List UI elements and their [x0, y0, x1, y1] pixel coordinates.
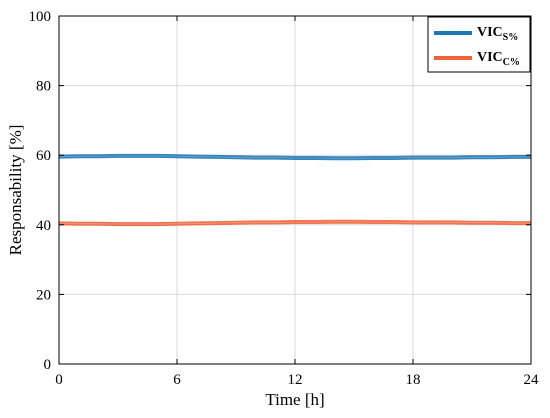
legend-entry-vic-c: VICC% — [477, 50, 520, 68]
series-line-1 — [58, 219, 531, 227]
y-tick-label: 0 — [44, 357, 52, 373]
y-axis-label: Responsability [%] — [6, 125, 25, 256]
x-tick-label: 24 — [524, 372, 540, 388]
y-tick-label: 80 — [36, 79, 51, 95]
x-tick-label: 0 — [55, 372, 63, 388]
series-line-highlight-0 — [58, 155, 531, 159]
x-tick-label: 18 — [406, 372, 421, 388]
x-tick-label: 6 — [173, 372, 181, 388]
y-tick-label: 100 — [29, 9, 52, 25]
y-tick-label: 60 — [36, 148, 51, 164]
x-axis-label: Time [h] — [265, 390, 324, 409]
x-tick-label: 12 — [288, 372, 303, 388]
ticks: 0 6 12 18 24 0 20 40 60 80 100 — [29, 9, 540, 388]
legend-entry-vic-s: VICS% — [477, 25, 518, 43]
series-line-0 — [58, 153, 531, 161]
series-line-highlight-1 — [58, 221, 531, 225]
legend: VICS% VICC% — [427, 16, 531, 73]
legend-box — [427, 16, 531, 73]
y-tick-label: 20 — [36, 287, 51, 303]
series-layer — [58, 153, 531, 227]
y-tick-label: 40 — [36, 218, 51, 234]
